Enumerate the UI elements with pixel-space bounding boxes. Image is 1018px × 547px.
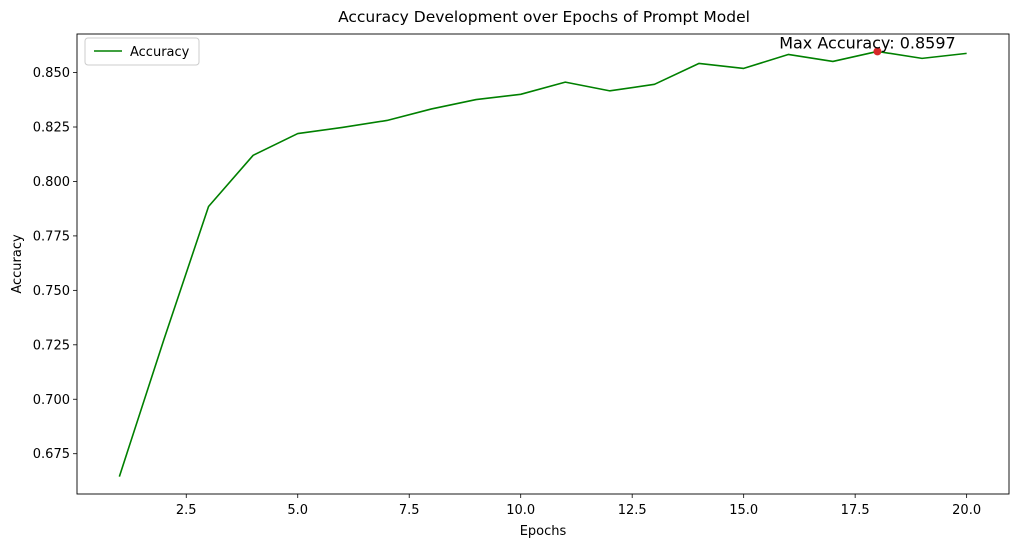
data-point bbox=[386, 119, 388, 121]
data-point bbox=[118, 475, 120, 477]
data-point bbox=[609, 90, 611, 92]
data-point bbox=[564, 81, 566, 83]
x-axis-ticks: 2.5 5.0 7.5 10.0 12.5 15.0 17.5 20.0 bbox=[176, 494, 981, 518]
data-point bbox=[430, 108, 432, 110]
data-point bbox=[163, 338, 165, 340]
data-point bbox=[742, 67, 744, 69]
y-tick-label: 0.800 bbox=[33, 175, 70, 190]
data-point bbox=[475, 98, 477, 100]
data-point bbox=[832, 60, 834, 62]
data-point bbox=[297, 132, 299, 134]
x-tick-label: 7.5 bbox=[399, 503, 420, 518]
x-tick-label: 10.0 bbox=[506, 503, 535, 518]
x-tick-label: 5.0 bbox=[287, 503, 308, 518]
y-axis-ticks: 0.675 0.700 0.725 0.750 0.775 0.800 0.825 0.850 bbox=[33, 66, 77, 462]
data-point bbox=[787, 53, 789, 55]
y-tick-label: 0.825 bbox=[33, 121, 70, 136]
max-accuracy-annotation: Max Accuracy: 0.8597 bbox=[779, 33, 956, 52]
y-tick-label: 0.700 bbox=[33, 393, 70, 408]
x-tick-label: 12.5 bbox=[618, 503, 647, 518]
data-point bbox=[341, 126, 343, 128]
series-line-accuracy bbox=[118, 50, 967, 477]
y-tick-label: 0.775 bbox=[33, 229, 70, 244]
data-point bbox=[252, 154, 254, 156]
plot-frame bbox=[76, 33, 1010, 495]
max-accuracy-marker bbox=[873, 47, 882, 56]
y-tick-label: 0.750 bbox=[33, 284, 70, 299]
y-tick-label: 0.850 bbox=[33, 66, 70, 81]
x-tick-label: 2.5 bbox=[176, 503, 197, 518]
y-tick-label: 0.675 bbox=[33, 447, 70, 462]
x-axis-label: Epochs bbox=[520, 524, 567, 539]
data-point bbox=[921, 57, 923, 59]
y-tick-label: 0.725 bbox=[33, 338, 70, 353]
x-tick-label: 15.0 bbox=[729, 503, 758, 518]
y-axis-label: Accuracy bbox=[10, 234, 25, 294]
chart-title: Accuracy Development over Epochs of Prom… bbox=[338, 8, 750, 26]
data-point bbox=[520, 93, 522, 95]
data-point bbox=[207, 205, 209, 207]
x-tick-label: 20.0 bbox=[952, 503, 981, 518]
legend-box bbox=[84, 37, 200, 66]
series-layer bbox=[118, 47, 967, 477]
x-tick-label: 17.5 bbox=[841, 503, 870, 518]
data-point bbox=[698, 62, 700, 64]
data-point bbox=[965, 52, 967, 54]
data-point bbox=[653, 83, 655, 85]
legend-label-accuracy: Accuracy bbox=[130, 45, 190, 60]
legend: Accuracy bbox=[84, 37, 200, 66]
